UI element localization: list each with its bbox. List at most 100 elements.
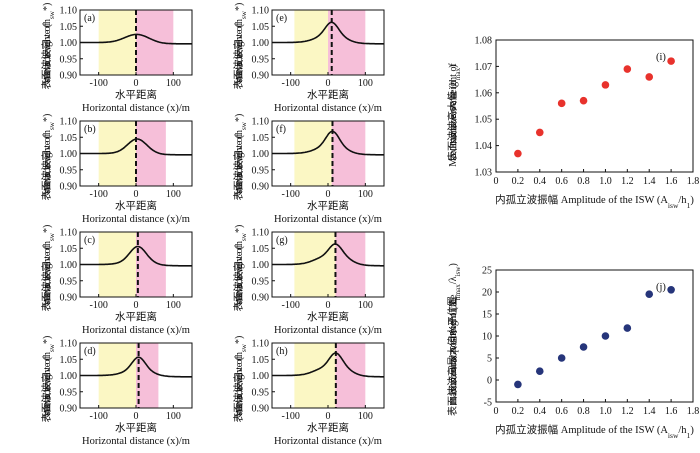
panel-e-ylabel-en1: Wave height of	[234, 22, 245, 84]
panel-a-ytick-label: 1.05	[60, 22, 78, 33]
panel-f-xtick-label: -100	[281, 189, 299, 200]
panel-a-ylabel-sub: sw	[48, 10, 56, 19]
panel-e-xtick-label: -100	[281, 78, 299, 89]
panel-g-ylabel-en2: surface wave (hsw*)	[234, 225, 248, 305]
panel-i-xtick-label: 0.2	[512, 176, 525, 187]
panel-g-ylabel-sub: sw	[240, 232, 248, 241]
panel-d-xtick-label: -100	[89, 411, 107, 422]
panel-e-xtick-label: 0	[326, 78, 331, 89]
panel-f-xtick-label: 0	[326, 189, 331, 200]
panel-j-ytick-label: 15	[482, 310, 492, 321]
panel-a-ylabel-cn: 表面波波高	[40, 40, 53, 90]
panel-h-ytick-label: 1.10	[252, 339, 270, 350]
panel-i-ytick-label: 1.06	[475, 88, 493, 99]
panel-g-ytick-label: 1.05	[252, 244, 270, 255]
panel-i-xlabel: 内孤立波振幅 Amplitude of the ISW (Aisw/h1)	[495, 193, 694, 210]
panel-f-ylabel-en2: surface wave (hsw*)	[234, 114, 248, 194]
panel-h-xlabel-en: Horizontal distance (x)/m	[274, 436, 382, 447]
panel-a-ylabel-en1: Wave height of	[42, 22, 53, 84]
panel-g-wave-line	[272, 242, 384, 267]
panel-a-xtick-label: -100	[89, 78, 107, 89]
panel-b-xtick-label: 0	[134, 189, 139, 200]
panel-e-wave-line	[272, 21, 384, 45]
panel-i-xtick-label: 0.4	[534, 176, 547, 187]
panel-g-xlabel-en: Horizontal distance (x)/m	[274, 325, 382, 336]
panel-i-ylabel-sub: max	[454, 67, 462, 80]
panel-i-point	[579, 96, 588, 105]
panel-j-xtick-label: 0.2	[512, 406, 525, 417]
panel-j-xlabel: 内孤立波振幅 Amplitude of the ISW (Aisw/h1)	[495, 423, 694, 440]
panel-j-ytick-label: 0	[487, 376, 492, 387]
panel-i-ytick-label: 1.05	[475, 115, 493, 126]
panel-h-label: (h)	[276, 346, 288, 357]
panel-i-xtick-label: 0.8	[577, 176, 590, 187]
panel-c-ytick-label: 1.05	[60, 244, 78, 255]
panel-i-ytick-label: 1.04	[475, 141, 493, 152]
panel-b-ytick-label: 1.10	[60, 117, 78, 128]
panel-j-ytick-label: 20	[482, 288, 492, 299]
panel-j-point	[514, 380, 522, 389]
panel-j-ylabel-en1: Horizoltal position of the	[448, 294, 459, 395]
panel-a-xlabel-en: Horizontal distance (x)/m	[82, 103, 190, 114]
panel-i-point	[514, 149, 522, 158]
panel-i-label: (i)	[656, 52, 666, 63]
panel-i-ylabel-en2: surface wave (hmax)	[448, 64, 462, 143]
panel-i-xtick-label: 0.6	[555, 176, 568, 187]
panel-i-point	[645, 73, 654, 81]
panel-h-xtick-label: 0	[326, 411, 331, 422]
panel-g-xtick-label: -100	[281, 300, 299, 311]
panel-a-xtick-label: 0	[134, 78, 139, 89]
panel-j-xlabel-sub1: isw	[668, 431, 679, 440]
panel-b-ytick-label: 1.00	[60, 149, 78, 160]
panel-d-ytick-label: 1.00	[60, 371, 78, 382]
panel-c-ytick-label: 0.90	[60, 293, 78, 304]
panel-f-ytick-label: 1.00	[252, 149, 270, 160]
panel-h-ylabel-sub: sw	[240, 343, 248, 352]
panel-f-ytick-label: 1.05	[252, 133, 270, 144]
panel-c-ytick-label: 1.00	[60, 260, 78, 271]
panel-j-ytick-label: -5	[484, 398, 492, 409]
panel-g-xtick-label: 0	[326, 300, 331, 311]
panel-a-ytick-label: 0.95	[60, 54, 78, 65]
panel-e-ytick-label: 0.95	[252, 54, 270, 65]
panel-j-xtick-label: 0.6	[555, 406, 568, 417]
panel-e-xlabel-cn: 水平距离	[307, 88, 349, 101]
panel-e-ytick-label: 1.00	[252, 38, 270, 49]
panel-g-yellow-band	[294, 232, 336, 297]
panel-j-point	[557, 354, 566, 362]
panel-i-point	[623, 65, 632, 73]
panel-h-xlabel-cn: 水平距离	[307, 421, 349, 434]
panel-a-xlabel-cn: 水平距离	[115, 88, 157, 101]
panel-e-xlabel-en: Horizontal distance (x)/m	[274, 103, 382, 114]
panel-f-ylabel-cn: 表面波波高	[232, 151, 245, 201]
panel-i-xtick-label: 1.0	[599, 176, 612, 187]
panel-d-xtick-label: 0	[134, 411, 139, 422]
panel-c-xtick-label: 0	[134, 300, 139, 311]
panel-h-ytick-label: 0.90	[252, 404, 270, 415]
panel-d-ylabel-en1: Wave height of	[42, 355, 53, 417]
panel-j-point	[579, 343, 588, 351]
panel-j-xtick-label: 1.2	[621, 406, 634, 417]
panel-j-xtick-label: 0.8	[577, 406, 590, 417]
panel-i-xtick-label: 1.4	[643, 176, 656, 187]
panel-g-ylabel-cn: 表面波波高	[232, 262, 245, 312]
panel-d-label: (d)	[84, 346, 96, 357]
panel-i-point	[667, 57, 675, 65]
panel-i-xlabel-sub2: 1	[687, 201, 691, 210]
panel-j-ylabel-cn: 表面波波高最大值水平位置	[446, 296, 459, 416]
panel-j-ylabel-sub1: hmax	[454, 284, 462, 300]
panel-b-ylabel-sub: sw	[48, 121, 56, 130]
panel-i-ytick-label: 1.03	[475, 168, 493, 179]
panel-j-ylabel-sub2: isw	[454, 266, 462, 277]
panel-b-ytick-label: 1.05	[60, 133, 78, 144]
panel-i-xtick-label: 1.6	[665, 176, 678, 187]
panel-e-ytick-label: 1.05	[252, 22, 270, 33]
panel-j-point	[667, 286, 675, 294]
panel-d-xlabel-cn: 水平距离	[115, 421, 157, 434]
panel-e-ytick-label: 0.90	[252, 71, 270, 82]
panel-b-xlabel-cn: 水平距离	[115, 199, 157, 212]
panel-c-ytick-label: 1.10	[60, 228, 78, 239]
panel-a-pink-band	[136, 10, 174, 75]
panel-j-xtick-label: 1.4	[643, 406, 656, 417]
panel-f-ylabel-en1: Wave height of	[234, 133, 245, 195]
